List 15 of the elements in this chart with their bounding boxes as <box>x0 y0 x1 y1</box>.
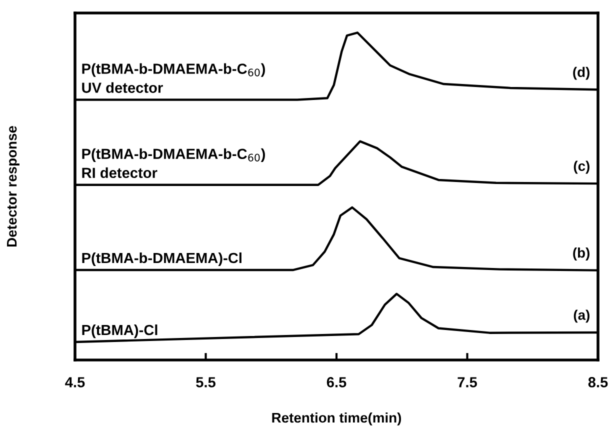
text: P(tBMA-b-DMAEMA-b-C$_{60}$) UV detector <box>82 63 265 93</box>
annotation: (a) <box>574 310 590 323</box>
x-tick-label: 8.5 <box>588 377 608 388</box>
series-label: P(tBMA-b-DMAEMA)-Cl <box>82 252 242 266</box>
x-axis-title: Retention time(min) <box>272 412 402 426</box>
x-tick-label: 6.5 <box>326 377 346 388</box>
annotation: (c) <box>574 160 590 174</box>
x-tick-label: 4.5 <box>65 377 85 388</box>
annotation: (b) <box>573 248 590 260</box>
x-tick-label: 7.5 <box>458 377 477 388</box>
annotation: (d) <box>573 66 590 80</box>
text: P(tBMA-b-DMAEMA-b-C$_{60}$) RI detector <box>82 148 265 178</box>
series-label: P(tBMA)-Cl <box>82 324 158 338</box>
y-axis-title: Detector response <box>7 126 20 247</box>
x-tick-label: 5.5 <box>196 377 216 388</box>
